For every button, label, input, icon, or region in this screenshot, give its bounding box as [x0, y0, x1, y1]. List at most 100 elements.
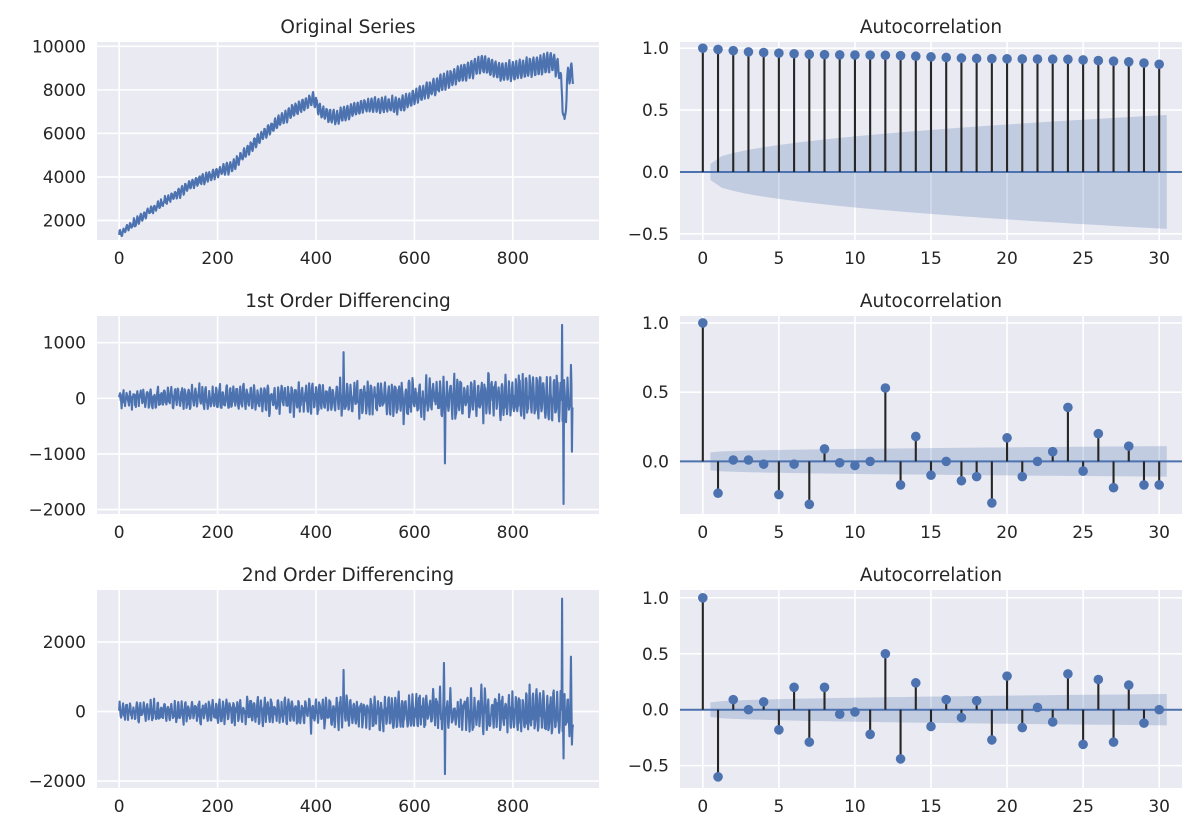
- acf-marker: [1063, 54, 1073, 65]
- acf-marker: [1093, 428, 1104, 439]
- acf-marker: [1063, 669, 1073, 679]
- acf-marker: [987, 53, 997, 64]
- chart-title: 1st Order Differencing: [245, 291, 451, 312]
- acf-marker: [971, 53, 982, 64]
- series-line: [118, 323, 574, 506]
- x-tick-label: 5: [773, 249, 784, 269]
- x-tick-label: 400: [300, 249, 332, 269]
- acf-marker: [926, 52, 936, 62]
- acf-marker: [1108, 482, 1119, 493]
- acf-marker: [1139, 718, 1149, 728]
- panel-second-diff: 0 200 400 600 800 −2000 0 2000 2nd Order Differe…: [28, 565, 599, 817]
- x-tick-label: 15: [920, 523, 942, 543]
- acf-marker: [804, 499, 815, 510]
- acf-marker: [895, 754, 906, 764]
- y-tick-label: 4000: [43, 168, 86, 188]
- acf-marker: [1063, 402, 1073, 413]
- panel-acf-original: 0 5 10 15 20 25 30 −0.5 0.0 0.5 1.0 Autocorrelation: [628, 17, 1182, 269]
- acf-marker: [895, 50, 906, 61]
- chart-title: Autocorrelation: [860, 17, 1002, 38]
- acf-marker: [1047, 446, 1058, 457]
- x-tick-label: 25: [1072, 249, 1094, 269]
- x-tick-label: 600: [398, 797, 430, 817]
- panel-first-diff: 0 200 400 600 800 −2000 −1000 0 1000 1st Order Di…: [28, 291, 599, 543]
- acf-marker: [1002, 671, 1012, 681]
- x-tick-label: 600: [398, 523, 430, 543]
- acf-marker: [880, 383, 891, 393]
- acf-marker: [758, 47, 769, 58]
- y-tick-label: 1.0: [642, 314, 669, 334]
- series-line: [118, 597, 574, 776]
- x-tick-label: 5: [773, 523, 784, 543]
- acf-marker: [1154, 704, 1164, 715]
- y-tick-label: 0: [75, 389, 86, 409]
- acf-marker: [956, 475, 967, 486]
- plot-area: [97, 590, 599, 788]
- acf-marker: [1154, 59, 1164, 70]
- acf-marker: [1017, 722, 1028, 733]
- acf-marker: [698, 43, 708, 53]
- y-tick-label: −2000: [28, 501, 86, 521]
- acf-marker: [1093, 55, 1104, 66]
- panel-acf-first-diff: 0 5 10 15 20 25 30 0.0 0.5 1.0 Autocorrelation: [642, 291, 1182, 543]
- acf-marker: [789, 48, 799, 59]
- acf-marker: [1017, 54, 1028, 64]
- acf-marker: [926, 721, 936, 732]
- acf-marker: [910, 51, 921, 62]
- acf-marker: [1093, 674, 1104, 685]
- acf-marker: [1047, 717, 1058, 727]
- x-tick-label: 600: [398, 249, 430, 269]
- y-tick-label: 6000: [43, 124, 86, 144]
- acf-marker: [987, 498, 997, 508]
- acf-marker: [910, 678, 921, 688]
- chart-title: Autocorrelation: [860, 565, 1002, 586]
- acf-marker: [758, 697, 769, 707]
- series-line: [118, 51, 574, 238]
- y-tick-label: 0.0: [642, 701, 669, 721]
- acf-marker: [1032, 456, 1043, 467]
- y-tick-label: 0.0: [642, 452, 669, 472]
- acf-marker: [956, 53, 967, 63]
- y-tick-label: 0.5: [642, 645, 669, 665]
- acf-marker: [1078, 739, 1088, 750]
- acf-marker: [819, 682, 830, 693]
- acf-marker: [834, 709, 845, 719]
- acf-marker: [728, 455, 739, 465]
- x-tick-label: 20: [996, 523, 1018, 543]
- x-tick-label: 0: [114, 523, 125, 543]
- acf-marker: [743, 704, 754, 715]
- y-tick-label: 0.5: [642, 101, 669, 121]
- acf-marker: [713, 488, 723, 499]
- acf-marker: [1002, 433, 1012, 443]
- acf-marker: [941, 456, 952, 467]
- x-tick-label: 800: [497, 523, 529, 543]
- acf-marker: [743, 47, 754, 57]
- x-tick-label: 200: [201, 523, 233, 543]
- x-tick-label: 0: [114, 797, 125, 817]
- y-tick-label: 1.0: [642, 39, 669, 59]
- y-tick-label: 1000: [43, 334, 86, 354]
- acf-marker: [819, 49, 830, 60]
- plot-area: [97, 316, 599, 514]
- acf-marker: [1139, 480, 1149, 490]
- chart-title: Original Series: [280, 17, 415, 38]
- acf-marker: [834, 50, 845, 60]
- acf-marker: [865, 729, 875, 740]
- acf-marker: [1123, 441, 1134, 451]
- acf-marker: [1139, 58, 1149, 68]
- y-tick-label: 10000: [32, 37, 86, 57]
- acf-marker: [804, 49, 815, 60]
- x-tick-label: 30: [1148, 523, 1170, 543]
- acf-marker: [819, 444, 830, 454]
- acf-marker: [1078, 55, 1088, 65]
- acf-marker: [987, 735, 997, 745]
- acf-marker: [1078, 466, 1088, 476]
- y-tick-label: 0.5: [642, 383, 669, 403]
- acf-marker: [971, 695, 982, 706]
- x-tick-label: 10: [844, 523, 866, 543]
- x-tick-label: 15: [920, 797, 942, 817]
- x-tick-label: 5: [773, 797, 784, 817]
- x-tick-label: 30: [1148, 249, 1170, 269]
- chart-title: Autocorrelation: [860, 291, 1002, 312]
- x-tick-label: 10: [844, 249, 866, 269]
